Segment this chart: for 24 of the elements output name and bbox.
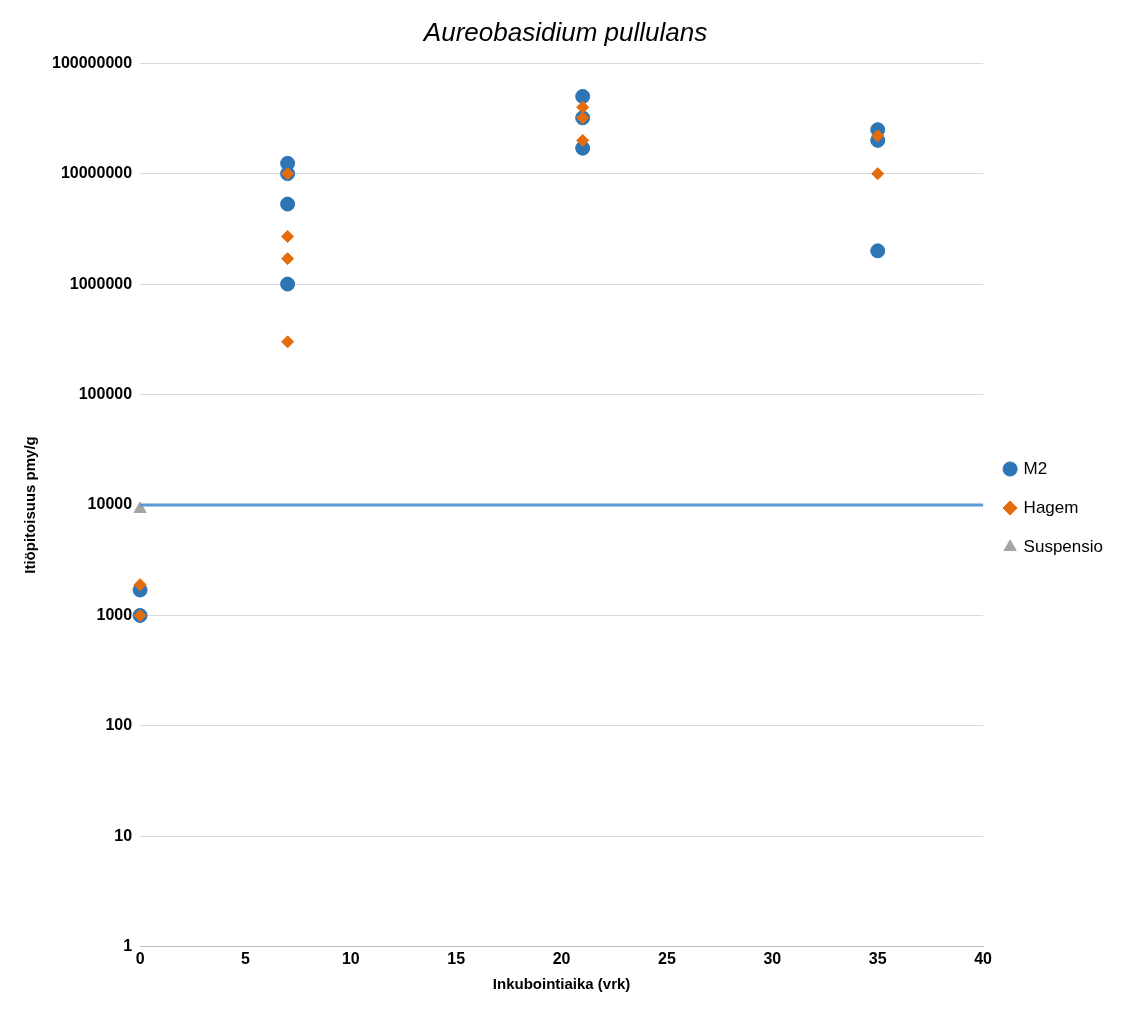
- x-tick-label: 10: [341, 949, 360, 967]
- x-tick-label: 15: [447, 949, 466, 967]
- x-tick-label: 20: [552, 949, 571, 967]
- y-tick-label: 1000000: [69, 274, 133, 292]
- x-tick-label: 30: [763, 949, 782, 967]
- y-tick-label: 10: [114, 826, 133, 844]
- y-tick-label: 100: [105, 716, 133, 734]
- chart-title: Aureobasidium pullulans: [421, 16, 708, 47]
- y-tick-label: 1000: [96, 605, 133, 623]
- y-tick-label: 100000000: [51, 53, 133, 71]
- x-tick-label: 0: [135, 949, 145, 967]
- x-axis-title: Inkubointiaika (vrk): [492, 975, 631, 993]
- legend-label: M2: [1023, 458, 1048, 478]
- legend-label: Hagem: [1023, 497, 1079, 517]
- y-tick-label: 10000000: [60, 164, 133, 182]
- x-tick-label: 35: [868, 949, 887, 967]
- y-tick-label: 100000: [78, 384, 133, 402]
- x-tick-label: 40: [974, 949, 993, 967]
- x-tick-label: 5: [241, 949, 251, 967]
- legend-label: Suspensio: [1023, 536, 1103, 556]
- y-tick-label: 1: [123, 937, 133, 955]
- x-tick-label: 25: [658, 949, 676, 967]
- y-tick-label: 10000: [87, 495, 133, 513]
- y-axis-title: Itiöpitoisuus pmy/g: [21, 436, 39, 574]
